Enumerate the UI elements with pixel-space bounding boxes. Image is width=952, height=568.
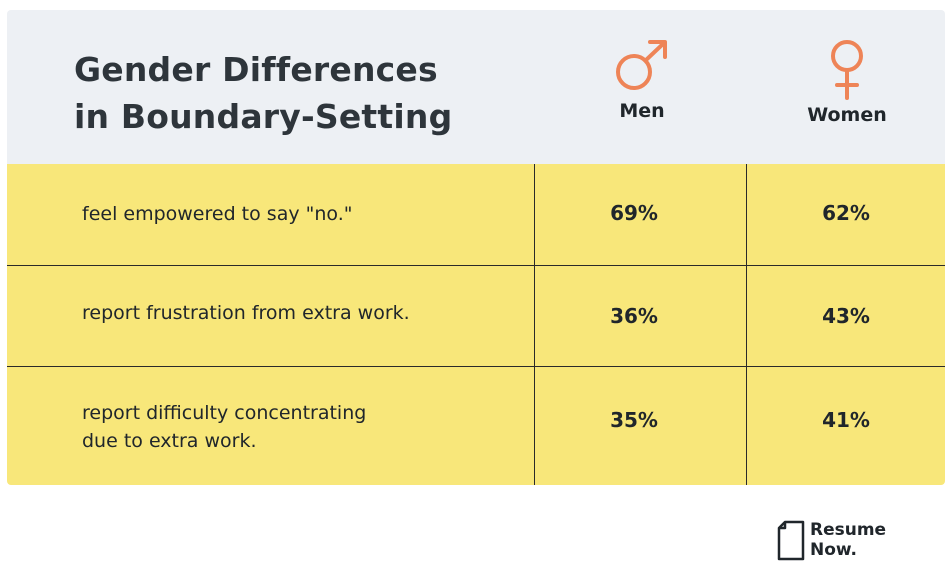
male-symbol-icon — [616, 40, 667, 90]
row-divider — [7, 265, 945, 266]
value-men: 36% — [610, 304, 658, 328]
row-divider — [7, 366, 945, 367]
resume-now-logo: Resume Now. — [776, 520, 896, 562]
table-header: Gender Differences in Boundary-Setting M… — [7, 10, 945, 164]
title-line-1: Gender Differences — [74, 50, 438, 89]
female-symbol-icon — [831, 40, 863, 100]
column-label-women: Women — [807, 104, 887, 126]
value-men: 35% — [610, 408, 658, 432]
value-men: 69% — [610, 201, 658, 225]
chart-title: Gender Differences in Boundary-Setting — [74, 46, 524, 140]
table-row: feel empowered to say "no." 69% 62% — [7, 164, 945, 265]
column-header-women: Women — [797, 38, 897, 158]
column-label-men: Men — [619, 100, 665, 122]
infographic-card: Gender Differences in Boundary-Setting M… — [7, 10, 945, 485]
column-header-men: Men — [592, 38, 692, 158]
value-women: 41% — [822, 408, 870, 432]
brand-text: Resume Now. — [810, 520, 887, 560]
row-label: report frustration from extra work. — [82, 302, 410, 324]
table-row: report difficulty concentrating due to e… — [7, 367, 945, 485]
table-body: feel empowered to say "no." 69% 62% repo… — [7, 164, 945, 485]
document-icon — [777, 520, 805, 561]
table-row: report frustration from extra work. 36% … — [7, 266, 945, 366]
row-label: feel empowered to say "no." — [82, 203, 353, 225]
column-divider — [534, 164, 535, 485]
row-label: report difficulty concentrating due to e… — [82, 402, 367, 452]
title-line-2: in Boundary-Setting — [74, 97, 453, 136]
value-women: 62% — [822, 201, 870, 225]
column-divider — [746, 164, 747, 485]
value-women: 43% — [822, 304, 870, 328]
